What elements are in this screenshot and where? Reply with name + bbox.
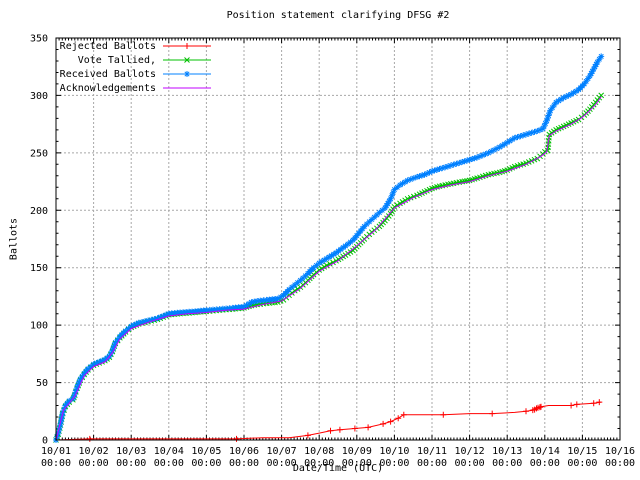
x-tick-date: 10/08 [304, 446, 334, 457]
x-tick-time: 00:00 [267, 458, 297, 469]
x-tick-time: 00:00 [342, 458, 372, 469]
y-tick-label: 150 [30, 263, 48, 274]
x-tick-date: 10/09 [342, 446, 372, 457]
chart-title: Position statement clarifying DFSG #2 [226, 10, 450, 21]
series-line-acknowledgements [55, 96, 602, 441]
series-acknowledgements [55, 96, 602, 441]
x-tick-time: 00:00 [530, 458, 560, 469]
series-received [53, 53, 605, 443]
x-tick-time: 00:00 [116, 458, 146, 469]
y-tick-label: 0 [42, 436, 48, 447]
series-markers-rejected [86, 399, 603, 442]
legend-label: Vote Tallied, [77, 54, 156, 66]
x-tick-time: 00:00 [79, 458, 109, 469]
y-tick-label: 350 [30, 34, 48, 45]
legend-item-rejected: Rejected Ballots [59, 39, 213, 53]
series-rejected [55, 399, 603, 442]
y-tick-label: 100 [30, 321, 48, 332]
legend-label: Rejected Ballots [59, 40, 156, 52]
x-tick-date: 10/03 [116, 446, 146, 457]
grid [55, 37, 621, 441]
x-tick-time: 00:00 [154, 458, 184, 469]
axis-ticks [55, 37, 621, 441]
series-markers-received [53, 53, 605, 443]
y-tick-label: 300 [30, 91, 48, 102]
legend-sample-none-icon [163, 87, 211, 89]
x-tick-date: 10/06 [229, 446, 259, 457]
x-tick-time: 00:00 [567, 458, 597, 469]
y-axis-title: Ballots [8, 217, 20, 261]
x-tick-date: 10/04 [154, 446, 184, 457]
x-tick-date: 10/14 [530, 446, 560, 457]
x-tick-date: 10/12 [455, 446, 485, 457]
x-axis-title: Date/Time (UTC) [292, 463, 384, 474]
x-tick-date: 10/15 [567, 446, 597, 457]
x-tick-date: 10/13 [492, 446, 522, 457]
legend-label: Acknowledgements [59, 82, 156, 94]
x-tick-time: 00:00 [492, 458, 522, 469]
legend-label: Received Ballots [59, 68, 156, 80]
x-tick-time: 00:00 [417, 458, 447, 469]
x-tick-time: 00:00 [455, 458, 485, 469]
legend-item-received: Received Ballots [59, 67, 213, 81]
x-tick-date: 10/02 [79, 446, 109, 457]
legend-item-acknowledgements: Acknowledgements [59, 81, 213, 95]
x-tick-date: 10/05 [191, 446, 221, 457]
x-tick-date: 10/11 [417, 446, 447, 457]
legend: Rejected Ballots Vote Tallied, Received Ba… [59, 39, 213, 95]
x-tick-date: 10/10 [379, 446, 409, 457]
tick-labels: 05010015020025030035010/0100:0010/0200:0… [30, 34, 635, 470]
legend-item-tallied: Vote Tallied, [59, 53, 213, 67]
x-tick-time: 00:00 [304, 458, 334, 469]
y-tick-label: 200 [30, 206, 48, 217]
x-tick-date: 10/07 [267, 446, 297, 457]
x-tick-date: 10/16 [605, 446, 635, 457]
x-tick-time: 00:00 [229, 458, 259, 469]
legend-sample-plus-icon [163, 43, 211, 49]
y-tick-label: 50 [36, 378, 48, 389]
x-tick-time: 00:00 [41, 458, 71, 469]
plot-border [55, 37, 621, 441]
x-tick-date: 10/01 [41, 446, 71, 457]
x-tick-time: 00:00 [379, 458, 409, 469]
x-tick-time: 00:00 [605, 458, 635, 469]
legend-sample-star-icon [163, 71, 211, 77]
y-tick-label: 250 [30, 148, 48, 159]
x-tick-time: 00:00 [191, 458, 221, 469]
series-line-rejected [55, 401, 602, 441]
legend-sample-cross-icon [163, 57, 211, 63]
